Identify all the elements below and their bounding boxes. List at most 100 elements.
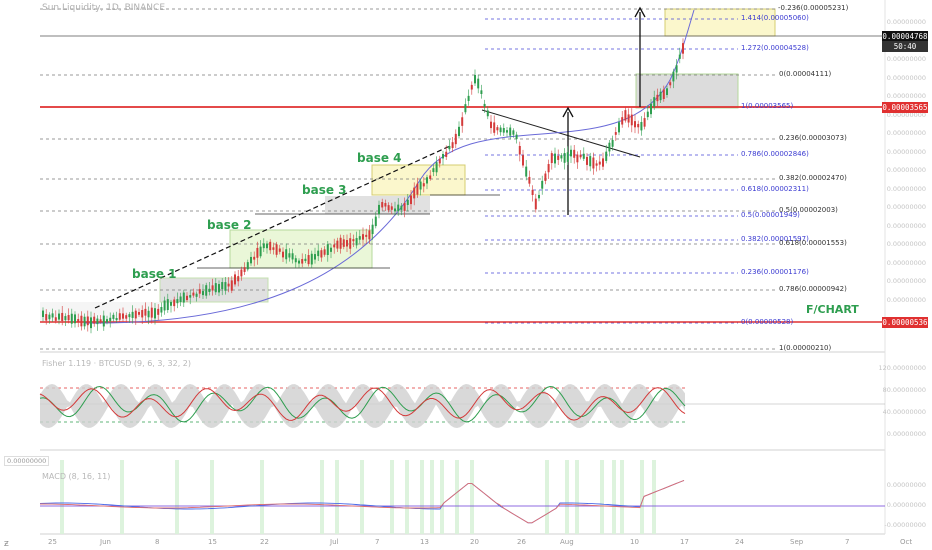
price-tick-label: 0.00000000 (886, 295, 926, 304)
candle-body (509, 127, 512, 136)
candle-body (448, 145, 451, 150)
candle-body (477, 78, 480, 89)
dashed-trendline[interactable] (94, 145, 451, 309)
candle-body (442, 153, 444, 159)
price-tick-label: 0.00000000 (886, 240, 926, 248)
candle-body (403, 203, 406, 211)
candle-body (541, 180, 544, 189)
candle-body (262, 243, 265, 249)
candle-body (406, 199, 409, 205)
candle-body (400, 205, 403, 210)
macd-title: MACD (8, 16, 11) (42, 472, 111, 481)
pane-separators (40, 0, 886, 535)
candle-body (243, 267, 246, 272)
candle-body (269, 241, 272, 251)
candle-body (544, 173, 547, 181)
candle-body (259, 246, 262, 257)
candle-body (362, 234, 364, 240)
candle-body (90, 317, 92, 329)
candle-body (166, 299, 169, 311)
candle-body (256, 247, 259, 258)
candle-body (678, 54, 681, 59)
resistance-price-tag: 0.00003565 (882, 102, 928, 113)
candle-body (128, 314, 131, 318)
time-tick-label: 15 (208, 538, 217, 546)
candle-body (378, 204, 380, 215)
candle-body (310, 253, 313, 265)
candle-body (86, 316, 89, 326)
candle-body (547, 164, 550, 173)
price-tick-label: 0.00000000 (886, 92, 926, 100)
fib-level-label: -0.236(0.00005231) (778, 4, 849, 12)
tv-logo-icon[interactable]: Ƶ (4, 540, 9, 548)
candle-body (67, 315, 70, 321)
candle-body (147, 310, 150, 318)
candle-body (230, 280, 233, 291)
time-tick-label: Aug (560, 538, 574, 546)
time-tick-label: 22 (260, 538, 269, 546)
macd-highlight-bar (470, 460, 474, 534)
time-tick-label: 26 (517, 538, 526, 546)
watermark-label: F/CHART (806, 303, 859, 316)
macd-tick-label: -0.00000000 (884, 521, 926, 529)
candle-body (150, 307, 153, 318)
candle-body (266, 243, 268, 249)
time-tick-label: 25 (48, 538, 57, 546)
candle-body (496, 127, 499, 131)
candle-body (83, 316, 86, 327)
candle-body (326, 244, 329, 256)
candle-body (298, 260, 300, 264)
price-tick-label: 0.00000000 (886, 277, 926, 285)
candle-body (576, 154, 579, 163)
oscillator-pane (39, 384, 885, 428)
candle-body (214, 283, 217, 293)
fib-level-label: 0.382(0.00001597) (741, 235, 809, 243)
candle-body (627, 114, 630, 123)
fib-level-label: 0.786(0.00002846) (741, 150, 809, 158)
candle-body (650, 103, 652, 115)
candle-body (515, 134, 518, 140)
candle-body (48, 314, 51, 320)
base-2-label: base 2 (207, 218, 252, 232)
candle-body (531, 189, 534, 196)
candle-body (554, 153, 556, 164)
candle-body (637, 123, 640, 128)
candle-body (614, 132, 617, 135)
candle-body (144, 308, 147, 316)
fib-level-label: 0(0.00004111) (779, 70, 832, 78)
candle-body (566, 152, 569, 162)
time-tick-label: 7 (845, 538, 850, 546)
candle-body (470, 84, 473, 90)
candle-body (384, 203, 387, 207)
candle-body (285, 249, 288, 260)
candle-body (307, 255, 310, 265)
parabolic-curve[interactable] (84, 9, 695, 324)
candle-body (490, 121, 492, 129)
macd-highlight-bar (640, 460, 644, 534)
candle-body (80, 315, 83, 327)
countdown-tag: 50:40 (882, 41, 928, 52)
candle-body (611, 139, 614, 147)
price-tick-label: 0.00000000 (886, 147, 926, 156)
candle-body (227, 283, 230, 287)
wedge-trendline[interactable] (481, 109, 641, 158)
candle-body (630, 114, 633, 126)
candle-body (154, 308, 156, 319)
macd-highlight-bar (545, 460, 549, 534)
candle-body (70, 313, 73, 324)
candle-body (640, 121, 643, 131)
candle-body (621, 117, 624, 125)
fib-level-label: 0.618(0.00001553) (779, 239, 847, 247)
candle-body (525, 166, 528, 177)
candle-body (426, 177, 428, 184)
price-tick-label: 0.00000000 (886, 203, 926, 211)
base-1-label: base 1 (132, 267, 177, 281)
candle-body (464, 104, 467, 113)
macd-highlight-bar (175, 460, 179, 534)
macd-highlight-bar (320, 460, 324, 534)
candle-body (419, 181, 422, 190)
time-tick-label: 7 (375, 538, 380, 546)
candle-body (61, 312, 64, 322)
candle-body (634, 121, 636, 128)
